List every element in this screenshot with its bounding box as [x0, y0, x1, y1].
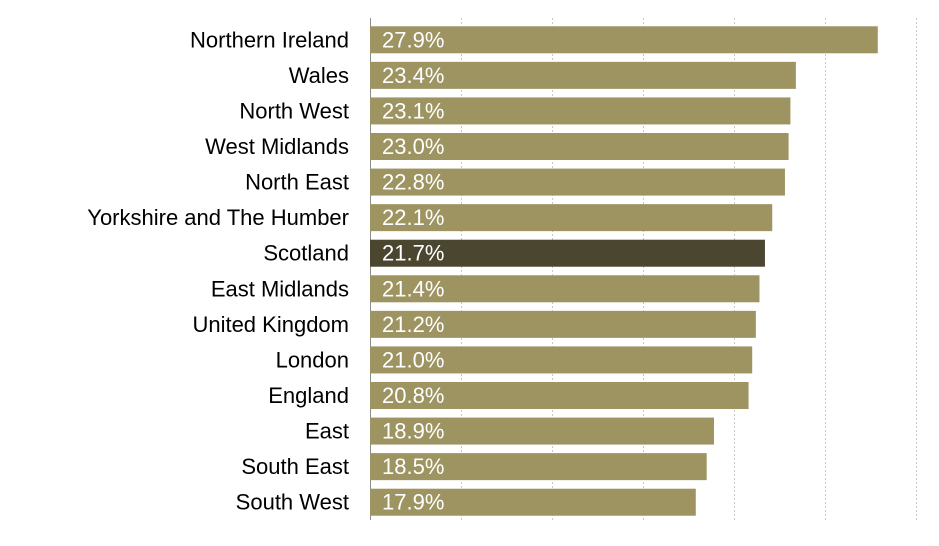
category-label: Wales: [289, 63, 349, 88]
data-label: 20.8%: [382, 383, 444, 408]
bar: [370, 97, 791, 125]
bar: [370, 61, 796, 89]
category-labels: Northern Ireland Wales North West West Midl…: [87, 27, 349, 514]
data-labels: 27.9% 23.4% 23.1% 23.0% 22.8% 22.1% 21.7% 21.4%…: [382, 27, 444, 514]
data-label: 27.9%: [382, 27, 444, 52]
bars: [370, 26, 878, 516]
category-label: North East: [245, 170, 349, 195]
bar: [370, 488, 696, 516]
bar: [370, 453, 707, 481]
category-label: South East: [241, 454, 349, 479]
bar: [370, 239, 765, 267]
category-label: North West: [239, 98, 349, 123]
category-label: London: [276, 347, 349, 372]
gridlines: [370, 18, 917, 520]
bar: [370, 417, 714, 445]
category-label: East: [305, 419, 349, 444]
data-label: 18.5%: [382, 454, 444, 479]
data-label: 21.7%: [382, 241, 444, 266]
bar: [370, 168, 785, 196]
category-label: Scotland: [263, 241, 349, 266]
category-label: United Kingdom: [192, 312, 349, 337]
bar: [370, 382, 749, 409]
category-label: South West: [236, 490, 349, 515]
data-label: 23.0%: [382, 134, 444, 159]
data-label: 21.0%: [382, 347, 444, 372]
category-label: Northern Ireland: [190, 27, 349, 52]
data-label: 21.2%: [382, 312, 444, 337]
data-label: 23.1%: [382, 98, 444, 123]
data-label: 21.4%: [382, 276, 444, 301]
data-label: 23.4%: [382, 63, 444, 88]
bar: [370, 133, 789, 160]
category-label: East Midlands: [211, 276, 349, 301]
data-label: 18.9%: [382, 419, 444, 444]
bar: [370, 346, 753, 374]
category-label: England: [268, 383, 349, 408]
bar: [370, 310, 756, 338]
category-label: Yorkshire and The Humber: [87, 205, 349, 230]
data-label: 17.9%: [382, 490, 444, 515]
data-label: 22.1%: [382, 205, 444, 230]
data-label: 22.8%: [382, 170, 444, 195]
category-label: West Midlands: [205, 134, 349, 159]
bar: [370, 26, 878, 54]
bar: [370, 204, 773, 232]
bar: [370, 275, 760, 303]
